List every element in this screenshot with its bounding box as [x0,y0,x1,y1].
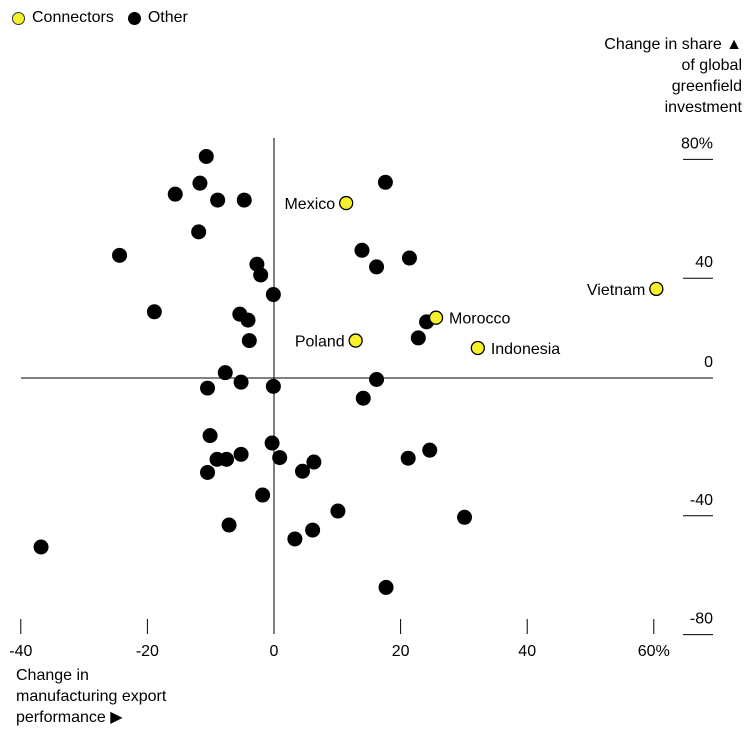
x-ticks: -40 -20 0 20 40 60% [9,619,670,660]
point-other [198,148,214,164]
point-other [200,380,216,396]
point-other [233,446,249,462]
point-other [191,224,207,240]
legend-swatch-other [127,11,141,25]
point-other [377,174,393,190]
point-other [410,330,426,346]
point-other [369,259,385,275]
x-axis-title-line: Change in [16,667,89,684]
y-axis-title-line: investment [664,99,742,116]
x-tick-label: -20 [136,643,159,660]
point-other [400,450,416,466]
x-axis-title-line: performance ▶ [16,709,123,726]
x-axis-title: Change in manufacturing export performan… [16,665,166,728]
legend-label-connectors: Connectors [32,9,114,26]
point-connector [339,195,354,211]
axes [21,138,713,634]
point-other [369,371,385,387]
point-other [272,450,288,466]
point-other [264,435,280,451]
point-other [330,503,346,519]
x-tick-label: 20 [392,643,410,660]
point-other [457,509,473,525]
y-tick-label: -40 [690,492,713,509]
point-other [112,247,128,263]
point-connector [470,340,485,356]
point-other [354,242,370,258]
x-axis-title-line: manufacturing export [16,688,167,705]
point-other [167,186,183,202]
point-other [287,531,303,547]
point-other [378,579,394,595]
point-other [255,487,271,503]
point-other [265,287,281,303]
point-label: Vietnam [587,282,645,299]
x-tick-label: 40 [518,643,536,660]
point-other [305,522,321,538]
point-other [233,374,249,390]
y-axis-title-line: Change in share ▲ [604,36,742,53]
point-other [210,192,226,208]
x-tick-label: -40 [9,643,32,660]
point-other [240,312,256,328]
x-tick-label: 60% [638,643,670,660]
x-tick-label: 0 [270,643,279,660]
point-other [221,517,237,533]
legend-item-other[interactable]: Other [127,9,188,27]
y-axis-title-line: greenfield [671,78,742,95]
y-tick-label: 40 [695,254,713,271]
point-other [253,267,269,283]
point-other [355,390,371,406]
point-label: Indonesia [491,341,560,358]
point-labels: Mexico Poland Morocco Indonesia Vietnam [284,196,645,358]
point-other [265,378,281,394]
point-other [217,365,233,381]
point-other [202,428,218,444]
point-connector [428,310,444,325]
point-label: Mexico [284,196,335,213]
point-other [192,175,208,191]
point-connector [348,333,363,348]
point-other [33,539,49,555]
point-other [241,333,257,349]
point-other [422,442,438,458]
y-axis-title-line: of global [681,57,743,74]
legend-swatch-connectors [12,11,25,25]
data-points [33,148,664,595]
point-other [146,304,162,320]
y-axis-title: Change in share ▲ of global greenfield i… [604,34,742,118]
point-connector [649,281,664,297]
legend-label-other: Other [147,9,188,26]
legend: Connectors Other [12,9,202,27]
point-other [236,192,252,208]
point-other [219,451,235,467]
y-tick-label: 80% [681,135,713,152]
point-other [401,250,417,266]
y-tick-label: -80 [690,611,713,628]
point-label: Morocco [449,311,510,328]
point-other [306,454,322,470]
legend-item-connectors[interactable]: Connectors [12,9,114,27]
y-ticks: 80% 40 0 -40 -80 [681,135,713,636]
point-other [294,463,310,479]
y-tick-label: 0 [704,354,713,371]
point-label: Poland [295,334,345,351]
point-other [200,464,216,480]
